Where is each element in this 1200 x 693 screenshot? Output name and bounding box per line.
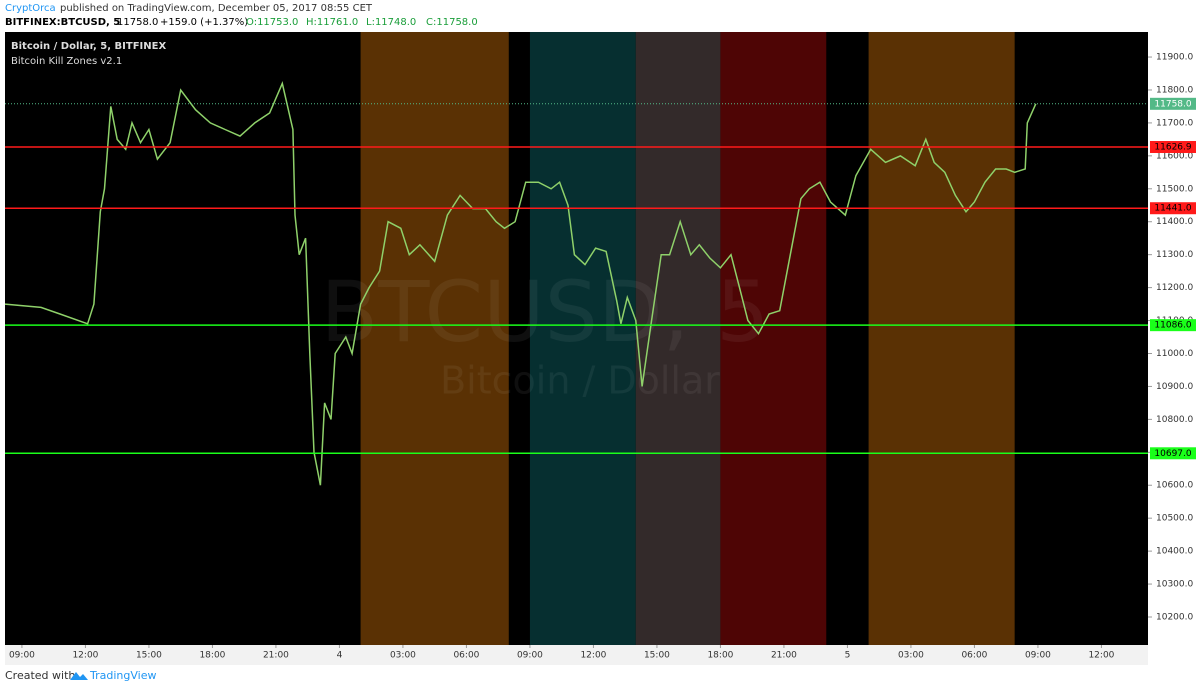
x-tick-label: 09:00 [9,651,35,661]
level-label: 10697.0 [1154,449,1191,459]
kill-zone [360,32,509,645]
last-price-box [1150,97,1196,110]
change: +159.0 (+1.37%) [160,17,248,28]
open: O:11753.0 [246,17,298,28]
high: H:11761.0 [306,17,358,28]
y-tick-label: 11000.0 [1156,349,1193,359]
x-tick-label: 15:00 [644,651,670,661]
x-tick-label: 21:00 [263,651,289,661]
x-tick-label: 21:00 [771,651,797,661]
x-tick-label: 18:00 [199,651,225,661]
x-tick-label: 12:00 [580,651,606,661]
y-tick-label: 11300.0 [1156,250,1193,260]
last: 11758.0 [117,17,158,28]
watermark-sub: Bitcoin / Dollar [440,359,720,403]
x-tick-label: 12:00 [72,651,98,661]
y-tick-label: 11800.0 [1156,85,1193,95]
x-tick-label: 06:00 [961,651,987,661]
level-label-box [1150,319,1196,332]
kill-zone [868,32,1015,645]
x-tick-label: 06:00 [453,651,479,661]
chart-title: Bitcoin / Dollar, 5, BITFINEX [11,41,166,52]
level-label: 11626.9 [1154,142,1191,152]
time-axis-background [5,645,1148,665]
symbol: BITFINEX:BTCUSD, 5 [5,17,120,28]
y-tick-label: 11500.0 [1156,184,1193,194]
x-tick-label: 09:00 [517,651,543,661]
y-tick-label: 10300.0 [1156,580,1193,590]
y-tick-label: 10900.0 [1156,382,1193,392]
kill-zone [529,32,636,645]
y-tick-label: 11400.0 [1156,217,1193,227]
footer-brand[interactable]: TradingView [89,669,156,682]
level-label-box [1150,140,1196,153]
x-tick-label: 15:00 [136,651,162,661]
y-tick-label: 10200.0 [1156,613,1193,623]
level-label-box [1150,202,1196,215]
published: published on TradingView.com, December 0… [60,3,373,14]
level-label: 11441.0 [1154,204,1191,214]
x-tick-label: 03:00 [898,651,924,661]
y-tick-label: 11200.0 [1156,283,1193,293]
y-tick-label: 10400.0 [1156,547,1193,557]
y-tick-label: 10600.0 [1156,481,1193,491]
x-tick-label: 5 [845,651,851,661]
x-tick-label: 09:00 [1025,651,1051,661]
footer: Created with [5,669,75,682]
x-tick-label: 4 [337,651,343,661]
y-tick-label: 10800.0 [1156,415,1193,425]
y-tick-label: 11700.0 [1156,118,1193,128]
low: L:11748.0 [366,17,416,28]
y-tick-label: 11600.0 [1156,151,1193,161]
x-tick-label: 12:00 [1088,651,1114,661]
y-tick-label: 11900.0 [1156,53,1193,63]
level-label: 11086.0 [1154,321,1191,331]
tradingview-logo [70,672,88,680]
x-tick-label: 18:00 [707,651,733,661]
zones [360,32,1015,645]
kill-zone [720,32,827,645]
last-price-label: 11758.0 [1154,99,1191,109]
x-tick-label: 03:00 [390,651,416,661]
y-tick-label: 10500.0 [1156,514,1193,524]
watermark: BTCUSD, 5 [321,263,770,361]
level-label-box [1150,447,1196,460]
close: C:11758.0 [426,17,478,28]
publisher[interactable]: CryptOrca [5,3,56,14]
kill-zone [635,32,721,645]
price-line [4,80,1037,486]
indicator-name: Bitcoin Kill Zones v2.1 [11,56,122,67]
